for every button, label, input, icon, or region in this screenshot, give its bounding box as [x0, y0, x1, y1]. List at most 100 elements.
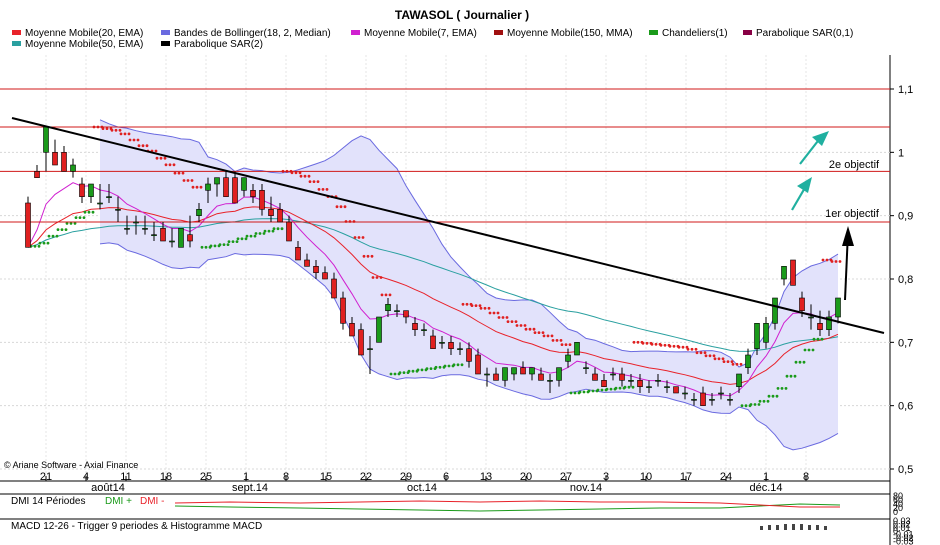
sar-dot: [78, 216, 82, 220]
y-tick-label: 0,8: [898, 274, 913, 286]
candle-body: [727, 399, 733, 401]
sar-dot: [110, 128, 114, 132]
sar-dot: [753, 403, 757, 406]
sar-dot: [65, 222, 69, 225]
sar-dot: [609, 387, 613, 391]
sar-dot: [631, 385, 635, 389]
x-tick-label: 17: [680, 471, 692, 483]
sar-dot: [393, 372, 397, 376]
candle: [295, 241, 301, 261]
sar-dot: [519, 324, 523, 327]
bollinger-upper: [99, 119, 839, 368]
candle: [277, 203, 283, 223]
sar-dot: [182, 179, 186, 182]
candle: [538, 367, 544, 381]
sar-dot: [298, 171, 302, 175]
candle-body: [466, 348, 472, 362]
sar-dot: [740, 404, 744, 408]
resistance-levels: [0, 88, 890, 223]
sar-dot: [541, 331, 545, 334]
candle-body: [394, 310, 400, 312]
sar-dot: [672, 344, 676, 348]
sar-dot: [479, 306, 483, 310]
macd-bar: [808, 525, 811, 530]
sar-dot: [587, 389, 591, 393]
sar-dot: [407, 369, 411, 373]
month-label: déc.14: [749, 482, 782, 494]
sar-dot: [811, 348, 815, 352]
candle: [124, 215, 130, 235]
candle-body: [223, 177, 229, 197]
sar-dot: [236, 237, 240, 241]
sar-dot: [317, 188, 321, 191]
candle: [178, 228, 184, 248]
x-tick-label: 21: [40, 471, 52, 483]
sar-dot: [172, 163, 176, 167]
candle: [232, 171, 238, 204]
sar-dot: [42, 241, 46, 245]
candle-body: [268, 209, 274, 216]
sar-dot: [366, 254, 370, 258]
sar-dot: [195, 185, 199, 189]
sar-dot: [762, 399, 766, 403]
sar-dot: [254, 232, 258, 235]
candle-body: [385, 304, 391, 311]
candle: [34, 165, 40, 178]
candle-body: [493, 373, 499, 381]
sar-dot: [767, 394, 771, 398]
month-label: août14: [91, 482, 125, 494]
sar-dot: [501, 316, 505, 319]
sar-dot: [757, 403, 761, 406]
sar-dot: [596, 388, 600, 392]
candle-body: [610, 373, 616, 376]
x-tick-label: 24: [720, 471, 732, 483]
sar-dot: [641, 341, 645, 345]
watermark: © Ariane Software - Axial Finance: [4, 460, 138, 470]
dmi-tick-label: 0: [893, 507, 898, 517]
candle: [745, 348, 751, 374]
sar-dot: [735, 362, 739, 366]
candle-body: [151, 234, 157, 236]
sar-dot: [73, 222, 77, 225]
candle-body: [133, 221, 139, 224]
bollinger-bands: [99, 119, 839, 451]
candle-body: [646, 386, 652, 388]
sar-dot: [766, 399, 770, 403]
sar-dot: [798, 360, 802, 364]
sar-dot: [226, 243, 230, 247]
candle-body: [160, 228, 166, 242]
sar-dot: [771, 394, 775, 398]
sar-dot: [744, 404, 748, 408]
candle: [556, 367, 562, 387]
macd-panel: MACD 12-26 - Trigger 9 periodes & Histog…: [0, 516, 914, 545]
candle: [475, 348, 481, 375]
sar-dot: [578, 390, 582, 394]
candle-body: [412, 323, 418, 330]
sar-dot: [339, 205, 343, 209]
macd-bar: [816, 525, 819, 530]
candle: [214, 177, 220, 197]
month-label: nov.14: [570, 482, 602, 494]
sar-dot: [321, 188, 325, 191]
sar-dot: [838, 260, 842, 263]
legend-swatch-3: [494, 30, 503, 35]
candle: [403, 310, 409, 324]
sar-dot: [812, 337, 816, 341]
sar-dot: [343, 205, 347, 209]
candle: [196, 203, 202, 222]
candle: [385, 298, 391, 317]
sar-dot: [312, 180, 316, 184]
sar-dot: [510, 320, 514, 323]
sar-dot: [488, 311, 492, 315]
sar-dot: [478, 304, 482, 307]
sar-dot: [515, 324, 519, 327]
candle: [358, 323, 364, 356]
candle-body: [826, 316, 832, 330]
candle: [223, 171, 229, 197]
sar-dot: [492, 311, 496, 315]
sar-dot: [335, 205, 339, 209]
sar-dot: [227, 240, 231, 244]
sar-dot: [141, 144, 145, 148]
sar-dot: [240, 237, 244, 241]
